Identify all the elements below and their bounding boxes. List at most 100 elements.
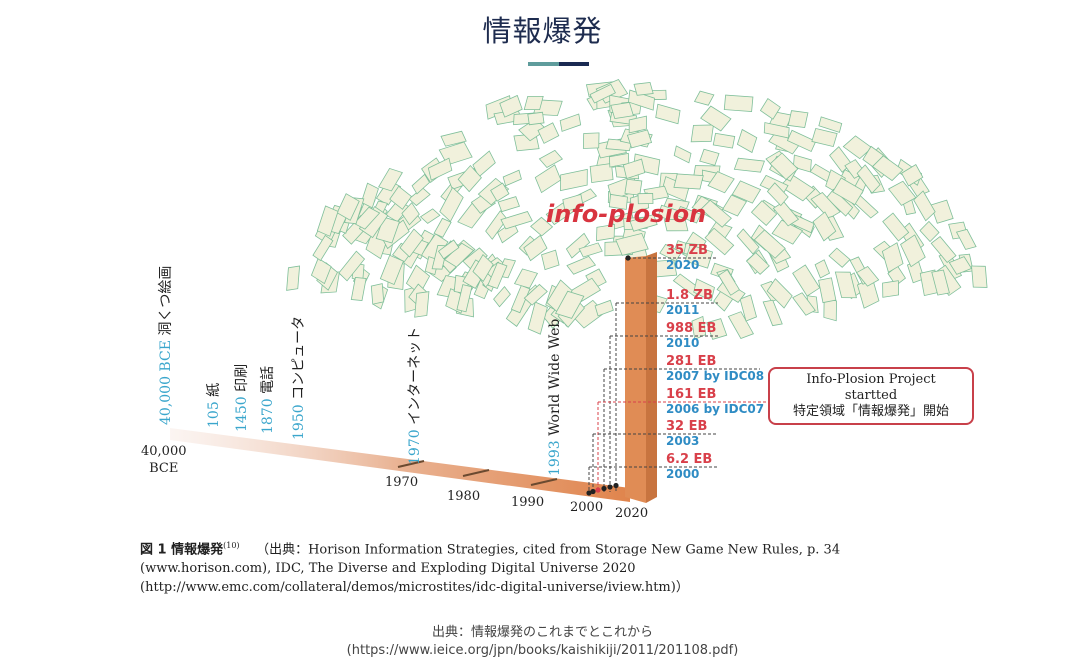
data-year: 2007 by IDC08	[666, 369, 765, 383]
data-point	[613, 482, 619, 489]
paper-sheet	[900, 234, 926, 268]
paper-sheet	[411, 173, 431, 195]
paper-sheet	[913, 190, 936, 222]
paper-sheet	[566, 255, 597, 275]
paper-sheet	[779, 174, 816, 202]
paper-sheet	[955, 228, 977, 250]
paper-sheet	[856, 164, 881, 194]
paper-sheet	[360, 182, 379, 209]
paper-sheet	[811, 127, 838, 148]
event-printing: 1450 印刷	[234, 363, 250, 432]
paper-sheet	[286, 265, 301, 291]
paper-sheet	[401, 202, 420, 226]
data-point	[590, 488, 596, 495]
paper-sheet	[500, 211, 533, 230]
axis-label-1990: 1990	[511, 495, 545, 510]
paper-sheet	[502, 169, 522, 187]
timeline-ticks	[397, 460, 558, 486]
paper-sheet	[399, 228, 424, 258]
paper-sheet	[490, 182, 510, 202]
paper-sheet	[772, 201, 800, 227]
data-point	[625, 255, 631, 261]
paper-sheet	[673, 145, 692, 164]
paper-sheet	[414, 291, 430, 318]
data-value: 988 EB	[666, 321, 717, 336]
paper-sheet	[437, 239, 460, 260]
paper-sheet	[537, 122, 560, 144]
page-title: 情報爆発	[482, 14, 603, 48]
event-internet: 1970 インターネット	[407, 326, 423, 465]
data-year: 2000	[666, 467, 700, 481]
paper-sheet	[930, 199, 954, 224]
paper-sheet	[707, 171, 735, 194]
paper-sheet	[312, 234, 334, 262]
caption-text: （出典：Horison Information Strategies, cite…	[140, 542, 841, 596]
data-value: 35 ZB	[666, 243, 708, 258]
paper-sheet	[338, 250, 366, 282]
paper-sheet	[700, 199, 732, 228]
data-year: 2020	[666, 258, 700, 272]
paper-sheet	[389, 185, 412, 210]
event-telephone: 1870 電話	[260, 365, 276, 434]
project-callout: Info-Plosion Project startted 特定領域「情報爆発」…	[768, 367, 974, 425]
paper-cloud	[286, 79, 988, 340]
paper-sheet	[582, 132, 600, 149]
paper-sheet	[766, 182, 789, 207]
paper-sheet	[706, 318, 728, 340]
paper-sheet	[559, 113, 582, 132]
paper-sheet	[370, 283, 385, 305]
paper-sheet	[750, 200, 778, 227]
paper-sheet	[871, 155, 904, 182]
paper-sheet	[673, 173, 704, 190]
paper-sheet	[589, 83, 616, 104]
paper-sheet	[786, 129, 817, 153]
paper-sheet	[971, 265, 988, 288]
paper-sheet	[663, 219, 689, 232]
paper-sheet	[812, 211, 837, 242]
paper-sheet	[353, 206, 381, 230]
paper-sheet	[763, 122, 790, 139]
paper-sheet	[629, 214, 658, 232]
source-note: 出典：情報爆発のこれまでとこれから (https://www.ieice.org…	[0, 624, 1085, 660]
paper-sheet	[534, 164, 562, 194]
paper-sheet	[485, 210, 508, 240]
tick-1970	[397, 460, 425, 468]
paper-sheet	[769, 152, 799, 181]
event-computer: 1950 コンピュータ	[291, 315, 307, 440]
paper-sheet	[578, 242, 603, 258]
data-year: 2006 by IDC07	[666, 402, 765, 416]
callout-line-1: Info-Plosion Project	[806, 372, 936, 387]
paper-sheet	[931, 269, 950, 296]
data-year: 2010	[666, 336, 700, 350]
paper-sheet	[527, 111, 545, 126]
paper-sheet	[655, 103, 681, 125]
paper-sheet	[518, 118, 548, 142]
paper-sheet	[493, 286, 511, 308]
data-value: 281 EB	[666, 354, 717, 369]
figure-label: 図 1 情報爆発	[140, 542, 224, 558]
source-url[interactable]: (https://www.ieice.org/jpn/books/kaishik…	[346, 643, 739, 658]
paper-sheet	[828, 247, 851, 268]
paper-sheet	[736, 128, 758, 154]
paper-sheet	[771, 219, 804, 245]
timeline-band	[170, 428, 630, 502]
paper-sheet	[693, 278, 715, 302]
paper-sheet	[560, 168, 588, 192]
data-year: 2003	[666, 434, 700, 448]
paper-sheet	[608, 193, 628, 210]
paper-sheet	[792, 292, 816, 316]
paper-sheet	[699, 148, 720, 166]
paper-sheet	[624, 178, 643, 196]
paper-sheet	[901, 163, 924, 187]
paper-sheet	[759, 98, 781, 120]
infoplosion-logo: info-plosion	[546, 200, 707, 228]
title-underline-navy	[559, 62, 589, 66]
data-value: 1.8 ZB	[666, 288, 713, 303]
paper-sheet	[615, 232, 649, 256]
paper-sheet	[541, 249, 560, 271]
source-title: 出典：情報爆発のこれまでとこれから	[431, 625, 653, 640]
paper-sheet	[675, 206, 702, 224]
paper-sheet	[721, 194, 748, 217]
paper-sheet	[712, 132, 736, 149]
